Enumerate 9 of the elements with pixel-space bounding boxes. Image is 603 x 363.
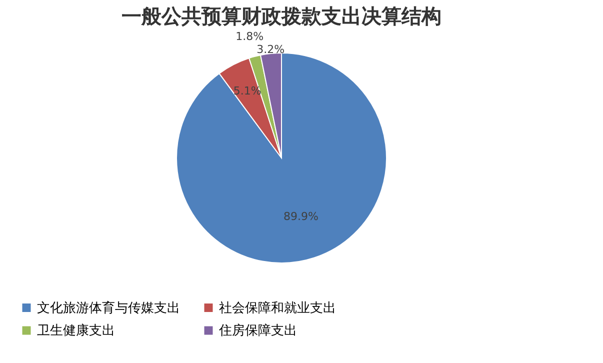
data-label: 1.8% — [236, 30, 264, 44]
data-label: 89.9% — [283, 210, 318, 224]
pie-slice — [176, 52, 387, 264]
legend-label: 住房保障支出 — [218, 322, 297, 338]
legend-label: 文化旅游体育与传媒支出 — [37, 300, 180, 316]
legend-label: 社会保障和就业支出 — [219, 300, 336, 316]
data-label: 3.2% — [256, 42, 285, 56]
legend-label: 卫生健康支出 — [37, 324, 115, 338]
chart-title: 一般公共预算财政拨款支出决算结构 — [122, 4, 442, 28]
